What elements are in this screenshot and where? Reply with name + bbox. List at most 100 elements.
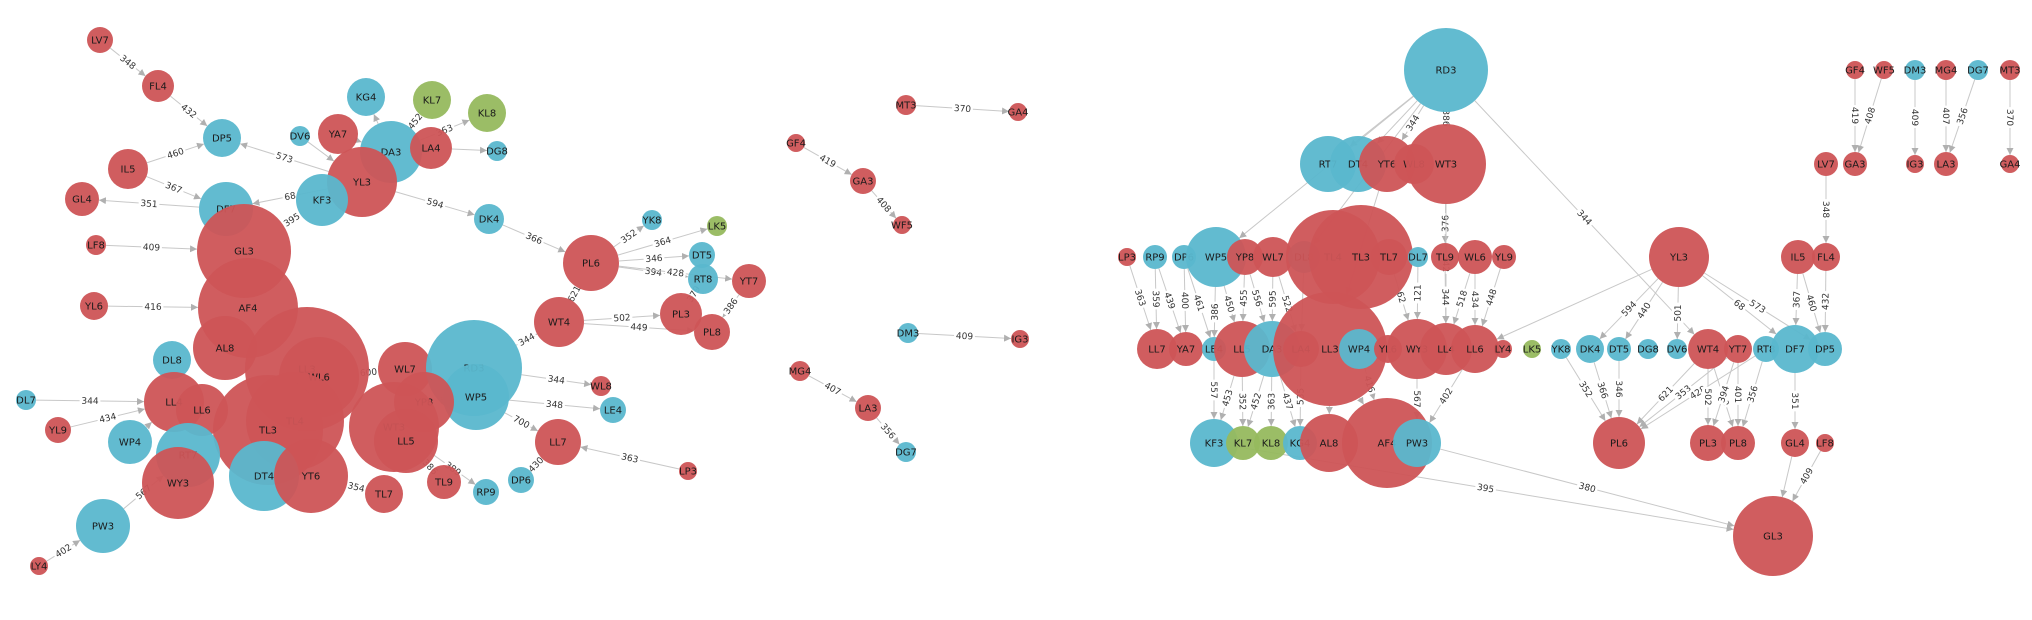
node-dl8[interactable]: DL8 (153, 341, 191, 379)
node-rd3[interactable]: RD3 (1404, 28, 1488, 112)
node-circle[interactable] (688, 264, 718, 294)
node-rt8[interactable]: RT8 (688, 264, 718, 294)
node-pw3[interactable]: PW3 (76, 499, 130, 553)
node-circle[interactable] (1273, 292, 1387, 406)
node-circle[interactable] (790, 361, 810, 381)
node-circle[interactable] (30, 557, 48, 575)
node-circle[interactable] (1523, 340, 1541, 358)
node-lk5[interactable]: LK5 (707, 216, 727, 236)
node-circle[interactable] (76, 499, 130, 553)
node-ll7[interactable]: LL7 (1137, 329, 1177, 369)
node-kl8[interactable]: KL8 (468, 94, 506, 132)
node-wp4[interactable]: WP4 (108, 420, 152, 464)
node-dg7[interactable]: DG7 (895, 442, 917, 462)
node-circle[interactable] (1226, 426, 1260, 460)
node-circle[interactable] (468, 94, 506, 132)
node-la3[interactable]: LA3 (855, 395, 881, 421)
node-circle[interactable] (474, 204, 504, 234)
node-circle[interactable] (1690, 425, 1726, 461)
node-dp5[interactable]: DP5 (203, 119, 241, 157)
node-dg7[interactable]: DG7 (1967, 60, 1989, 80)
node-ga4[interactable]: GA4 (2000, 155, 2021, 173)
node-circle[interactable] (1431, 243, 1459, 271)
node-ig3[interactable]: IG3 (1906, 155, 1924, 173)
node-circle[interactable] (290, 126, 310, 146)
node-tl9[interactable]: TL9 (427, 465, 461, 499)
node-circle[interactable] (563, 235, 619, 291)
node-dl7[interactable]: DL7 (1408, 247, 1428, 267)
node-circle[interactable] (1808, 332, 1842, 366)
node-le4[interactable]: LE4 (600, 397, 626, 423)
node-rp9[interactable]: RP9 (473, 479, 499, 505)
node-circle[interactable] (108, 420, 152, 464)
node-kg4[interactable]: KG4 (347, 78, 385, 116)
node-circle[interactable] (1816, 434, 1834, 452)
node-circle[interactable] (1254, 426, 1288, 460)
node-circle[interactable] (142, 70, 174, 102)
node-pw3[interactable]: PW3 (1393, 419, 1441, 467)
node-yt7[interactable]: YT7 (732, 264, 766, 298)
node-ly4[interactable]: LY4 (30, 557, 48, 575)
node-circle[interactable] (1339, 329, 1379, 369)
node-circle[interactable] (203, 119, 241, 157)
node-tl7[interactable]: TL7 (365, 475, 403, 513)
node-circle[interactable] (1551, 339, 1571, 359)
node-circle[interactable] (1724, 335, 1752, 363)
node-circle[interactable] (347, 78, 385, 116)
node-la3[interactable]: LA3 (1934, 152, 1958, 176)
node-circle[interactable] (896, 95, 916, 115)
node-yp8[interactable]: YP8 (1227, 239, 1263, 275)
node-circle[interactable] (1906, 155, 1924, 173)
node-circle[interactable] (86, 235, 106, 255)
node-circle[interactable] (1721, 426, 1755, 460)
node-circle[interactable] (591, 376, 611, 396)
node-dv6[interactable]: DV6 (290, 126, 311, 146)
node-circle[interactable] (1137, 329, 1177, 369)
node-dl7[interactable]: DL7 (16, 390, 36, 410)
node-circle[interactable] (16, 390, 36, 410)
node-circle[interactable] (1253, 237, 1293, 277)
node-circle[interactable] (87, 27, 113, 53)
node-wl6[interactable]: WL6 (1458, 240, 1492, 274)
node-circle[interactable] (1846, 61, 1864, 79)
node-lk5[interactable]: LK5 (1523, 340, 1542, 358)
node-pl8[interactable]: PL8 (1721, 426, 1755, 460)
node-circle[interactable] (1875, 61, 1893, 79)
node-dt5[interactable]: DT5 (1607, 337, 1631, 361)
node-kl8[interactable]: KL8 (1254, 426, 1288, 460)
node-il5[interactable]: IL5 (108, 149, 148, 189)
node-circle[interactable] (534, 297, 584, 347)
node-circle[interactable] (1688, 329, 1728, 369)
node-circle[interactable] (1593, 417, 1645, 469)
node-circle[interactable] (1649, 227, 1709, 287)
node-circle[interactable] (660, 293, 702, 335)
node-circle[interactable] (473, 479, 499, 505)
node-dg8[interactable]: DG8 (1637, 339, 1659, 359)
node-circle[interactable] (1300, 414, 1358, 472)
node-circle[interactable] (1009, 103, 1027, 121)
node-circle[interactable] (1781, 429, 1809, 457)
node-kf3[interactable]: KF3 (296, 174, 348, 226)
node-kf3[interactable]: KF3 (1190, 419, 1238, 467)
node-mg4[interactable]: MG4 (1935, 60, 1958, 80)
node-circle[interactable] (296, 174, 348, 226)
node-circle[interactable] (2001, 155, 2019, 173)
node-yt6[interactable]: YT6 (274, 439, 348, 513)
node-circle[interactable] (1118, 248, 1136, 266)
node-circle[interactable] (1936, 60, 1956, 80)
node-kl7[interactable]: KL7 (1226, 426, 1260, 460)
node-yl9[interactable]: YL9 (45, 417, 71, 443)
node-circle[interactable] (365, 475, 403, 513)
node-dt5[interactable]: DT5 (689, 242, 715, 268)
node-circle[interactable] (45, 417, 71, 443)
node-circle[interactable] (1843, 152, 1867, 176)
node-wp5[interactable]: WP5 (443, 364, 509, 430)
node-yl6[interactable]: YL6 (80, 292, 108, 320)
node-circle[interactable] (1771, 325, 1819, 373)
node-ll5[interactable]: LL5 (374, 409, 438, 473)
node-ig3[interactable]: IG3 (1011, 330, 1029, 348)
node-circle[interactable] (1227, 239, 1263, 275)
node-pl6[interactable]: PL6 (1593, 417, 1645, 469)
node-circle[interactable] (1371, 239, 1407, 275)
node-circle[interactable] (318, 114, 358, 154)
